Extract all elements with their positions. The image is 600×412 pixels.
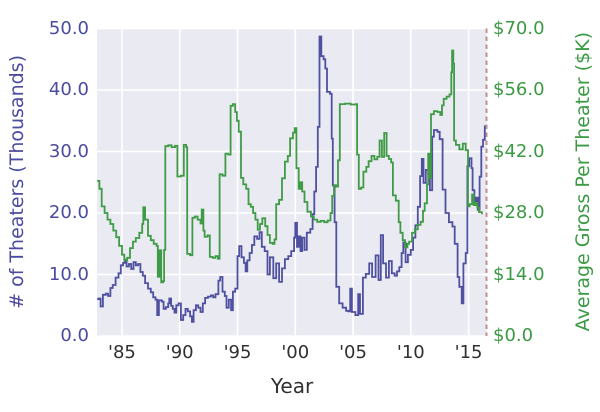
y-right-tick-label: $42.0 bbox=[493, 140, 545, 162]
x-axis-label: Year bbox=[270, 374, 314, 398]
y-left-tick-label: 20.0 bbox=[48, 202, 89, 223]
x-tick-label: '10 bbox=[396, 342, 425, 363]
x-tick-label: '95 bbox=[223, 342, 252, 363]
x-tick-label: '90 bbox=[165, 342, 194, 363]
x-tick-label: '00 bbox=[281, 342, 310, 363]
gross-series-line bbox=[97, 49, 483, 284]
y-left-axis-label: # of Theaters (Thousands) bbox=[4, 28, 30, 336]
x-tick-label: '05 bbox=[339, 342, 367, 363]
y-left-tick-label: 10.0 bbox=[48, 263, 89, 285]
y-right-tick-label: $70.0 bbox=[493, 17, 545, 39]
y-left-tick-label: 50.0 bbox=[48, 17, 89, 39]
y-right-tick-label: $28.0 bbox=[493, 202, 545, 223]
y-left-tick-label: 40.0 bbox=[48, 79, 89, 100]
y-right-tick-label: $14.0 bbox=[493, 263, 545, 285]
y-left-tick-label: 30.0 bbox=[48, 140, 89, 162]
x-tick-label: '85 bbox=[108, 342, 136, 363]
y-right-axis-label: Average Gross Per Theater ($K) bbox=[570, 28, 596, 336]
plot-background bbox=[97, 28, 487, 336]
y-right-tick-label: $0.0 bbox=[493, 325, 534, 346]
y-left-tick-label: 0.0 bbox=[60, 325, 89, 346]
x-tick-label: '15 bbox=[454, 342, 483, 363]
theaters-series-line bbox=[97, 35, 486, 323]
y-right-tick-label: $56.0 bbox=[493, 79, 545, 100]
y-right-axis-label-text: Average Gross Per Theater ($K) bbox=[572, 32, 594, 332]
